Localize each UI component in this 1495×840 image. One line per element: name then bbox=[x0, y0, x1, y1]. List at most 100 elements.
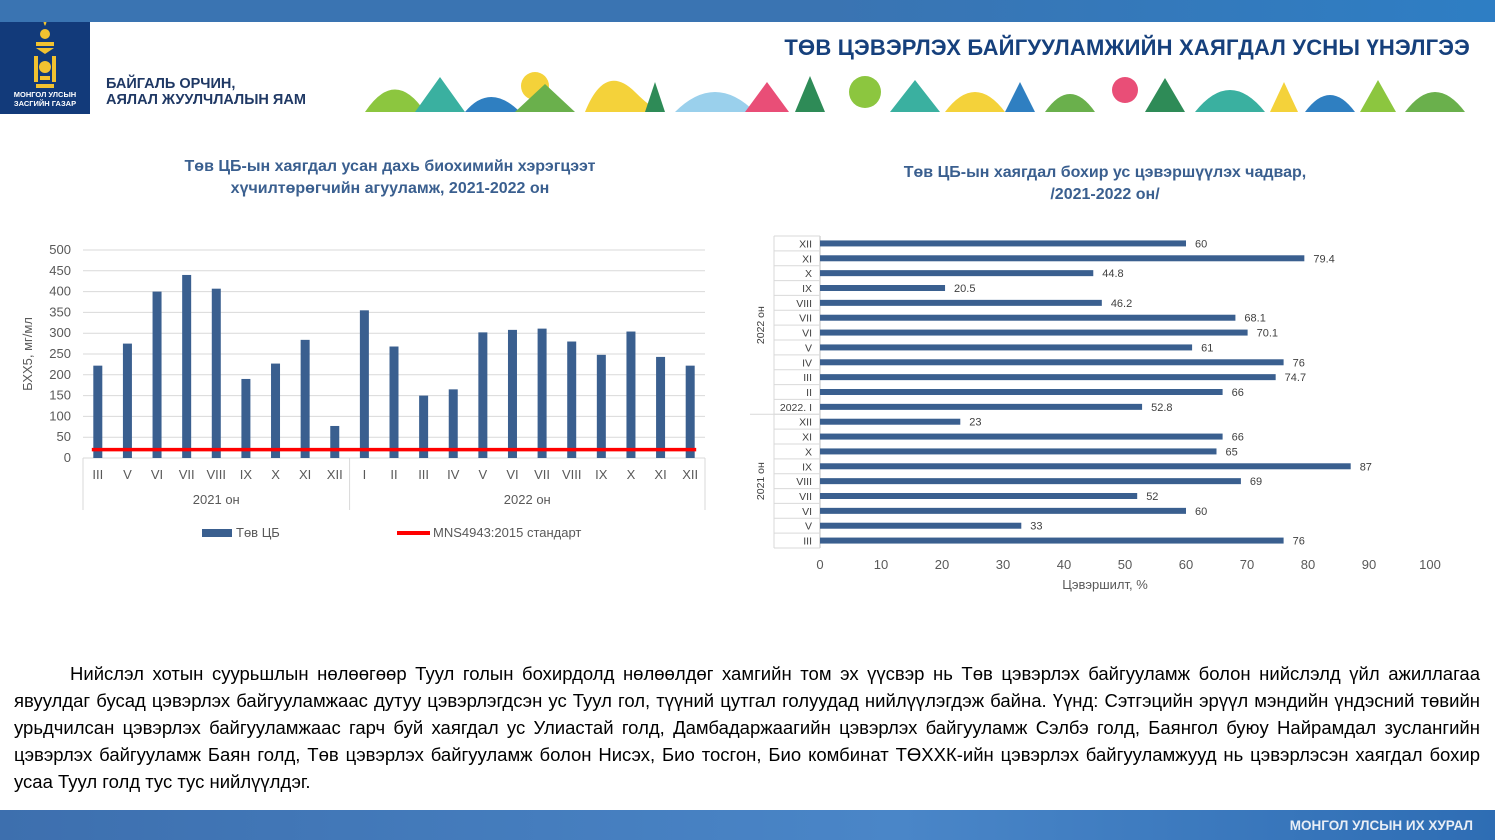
left-chart-title-line-2: хүчилтөрөгчийн агууламж, 2021-2022 он bbox=[230, 180, 550, 197]
bar bbox=[820, 240, 1186, 247]
bar bbox=[820, 537, 1284, 544]
category-label: IV bbox=[802, 357, 812, 369]
bar bbox=[448, 389, 458, 458]
legend-swatch-bar bbox=[202, 529, 232, 537]
category-label: XI bbox=[802, 253, 812, 265]
bar bbox=[537, 328, 547, 458]
category-label: V bbox=[805, 521, 812, 533]
data-label: 70.1 bbox=[1257, 328, 1278, 340]
x-tick-label: 60 bbox=[1179, 557, 1193, 572]
group-label: 2021 он bbox=[193, 492, 240, 507]
category-label: VIII bbox=[796, 476, 812, 488]
legend-label: MNS4943:2015 стандарт bbox=[433, 525, 581, 540]
landscape-decoration bbox=[365, 72, 1465, 112]
category-label: IX bbox=[802, 461, 812, 473]
y-tick-label: 500 bbox=[49, 242, 71, 257]
x-tick-label: IV bbox=[447, 467, 460, 482]
y-tick-label: 450 bbox=[49, 263, 71, 278]
x-tick-label: XI bbox=[654, 467, 666, 482]
data-label: 66 bbox=[1232, 432, 1244, 444]
soyombo-icon bbox=[34, 18, 56, 88]
x-tick-label: VIII bbox=[207, 467, 227, 482]
data-label: 68.1 bbox=[1244, 313, 1265, 325]
bar bbox=[820, 329, 1248, 336]
y-tick-label: 150 bbox=[49, 388, 71, 403]
group-label: 2022 он bbox=[755, 306, 767, 344]
footer-text: МОНГОЛ УЛСЫН ИХ ХУРАЛ bbox=[1289, 818, 1473, 833]
right-chart-title: Төв ЦБ-ын хаягдал бохир ус цэвэршүүлэх ч… bbox=[830, 162, 1380, 206]
data-label: 44.8 bbox=[1102, 268, 1123, 280]
x-tick-label: IX bbox=[240, 467, 253, 482]
data-label: 66 bbox=[1232, 387, 1244, 399]
emblem-text-2: ЗАСГИЙН ГАЗАР bbox=[13, 99, 77, 108]
left-chart-title: Төв ЦБ-ын хаягдал усан дахь биохимийн хэ… bbox=[120, 156, 660, 200]
bar bbox=[567, 341, 577, 458]
ministry-line-2: АЯЛАЛ ЖУУЛЧЛАЛЫН ЯАМ bbox=[106, 92, 306, 108]
category-label: II bbox=[806, 387, 812, 399]
category-label: III bbox=[803, 536, 812, 548]
x-tick-label: VII bbox=[179, 467, 195, 482]
x-tick-label: IX bbox=[595, 467, 608, 482]
category-label: III bbox=[803, 372, 812, 384]
x-tick-label: 0 bbox=[816, 557, 823, 572]
x-tick-label: V bbox=[123, 467, 132, 482]
y-tick-label: 250 bbox=[49, 346, 71, 361]
category-label: VII bbox=[799, 313, 812, 325]
x-tick-label: 10 bbox=[874, 557, 888, 572]
category-label: XI bbox=[802, 432, 812, 444]
y-tick-label: 50 bbox=[57, 429, 71, 444]
category-label: VI bbox=[802, 328, 812, 340]
y-tick-label: 350 bbox=[49, 304, 71, 319]
left-chart-title-line-1: Төв ЦБ-ын хаягдал усан дахь биохимийн хэ… bbox=[184, 158, 596, 175]
x-tick-label: XII bbox=[682, 467, 698, 482]
bar bbox=[122, 343, 132, 458]
y-tick-label: 300 bbox=[49, 325, 71, 340]
data-label: 74.7 bbox=[1285, 372, 1306, 384]
bar bbox=[820, 418, 961, 425]
bar bbox=[820, 270, 1094, 277]
ministry-line-1: БАЙГАЛЬ ОРЧИН, bbox=[106, 76, 236, 92]
y-tick-label: 100 bbox=[49, 408, 71, 423]
x-tick-label: X bbox=[271, 467, 280, 482]
x-tick-label: VII bbox=[534, 467, 550, 482]
bar bbox=[820, 359, 1284, 366]
bar bbox=[656, 356, 666, 458]
category-label: XII bbox=[799, 238, 812, 250]
data-label: 65 bbox=[1226, 446, 1238, 458]
bar bbox=[820, 299, 1102, 306]
bar bbox=[330, 425, 340, 458]
data-label: 52.8 bbox=[1151, 402, 1172, 414]
bar bbox=[820, 522, 1022, 529]
x-tick-label: 30 bbox=[996, 557, 1010, 572]
page-title: ТӨВ ЦЭВЭРЛЭХ БАЙГУУЛАМЖИЙН ХАЯГДАЛ УСНЫ … bbox=[784, 35, 1470, 60]
x-tick-label: 90 bbox=[1362, 557, 1376, 572]
bar bbox=[241, 378, 251, 458]
data-label: 52 bbox=[1146, 491, 1158, 503]
data-label: 76 bbox=[1293, 536, 1305, 548]
right-chart-title-line-2: /2021-2022 он/ bbox=[1050, 186, 1160, 203]
x-tick-label: 20 bbox=[935, 557, 949, 572]
x-tick-label: 50 bbox=[1118, 557, 1132, 572]
y-tick-label: 200 bbox=[49, 367, 71, 382]
x-tick-label: VI bbox=[151, 467, 163, 482]
bar bbox=[820, 463, 1351, 470]
group-label: 2021 он bbox=[755, 462, 767, 500]
bar bbox=[596, 354, 606, 458]
bar bbox=[820, 433, 1223, 440]
right-chart-title-line-1: Төв ЦБ-ын хаягдал бохир ус цэвэршүүлэх ч… bbox=[903, 164, 1307, 181]
bar bbox=[820, 478, 1241, 485]
category-label: XII bbox=[799, 417, 812, 429]
data-label: 79.4 bbox=[1313, 253, 1334, 265]
bar bbox=[359, 310, 369, 458]
data-label: 69 bbox=[1250, 476, 1262, 488]
bar bbox=[820, 403, 1143, 410]
bar bbox=[389, 346, 399, 458]
bar bbox=[93, 365, 103, 458]
bar bbox=[820, 448, 1217, 455]
bar bbox=[300, 339, 310, 458]
x-axis-label: Цэвэршилт, % bbox=[1062, 577, 1148, 592]
bar bbox=[478, 332, 488, 458]
data-label: 76 bbox=[1293, 357, 1305, 369]
category-label: X bbox=[805, 446, 812, 458]
bar bbox=[626, 331, 636, 458]
